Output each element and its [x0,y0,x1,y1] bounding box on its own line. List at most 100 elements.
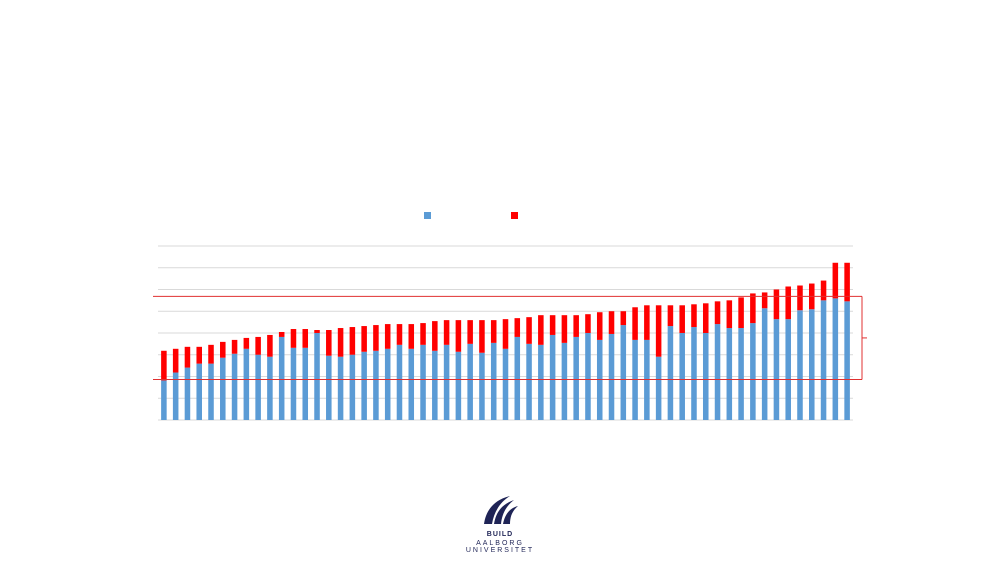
bar-blue-47 [714,324,721,420]
bar-blue-19 [384,348,391,420]
bar-red-54 [797,285,803,311]
bar-red-1 [172,348,179,373]
bar-blue-25 [455,351,462,420]
bar-blue-39 [620,325,627,420]
bar-blue-5 [220,357,226,420]
bar-blue-50 [750,323,756,420]
bar-blue-45 [691,327,697,420]
bar-blue-43 [667,326,674,420]
bars [161,262,850,420]
bar-red-53 [785,286,791,320]
bar-red-7 [243,337,250,349]
legend-swatch-1 [511,212,518,219]
bar-blue-38 [608,333,615,420]
bar-blue-24 [443,344,450,420]
bar-blue-32 [538,344,544,420]
bar-blue-18 [373,350,379,420]
bar-red-4 [208,344,214,364]
bar-blue-36 [585,332,591,420]
bar-blue-51 [761,308,768,420]
bar-red-28 [490,320,497,343]
bar-red-31 [526,317,532,344]
bar-blue-16 [349,354,356,420]
bar-blue-48 [726,328,733,420]
bar-blue-57 [832,298,839,420]
bar-red-3 [196,346,202,364]
aau-logo: BUILD AALBORG UNIVERSITET [440,492,560,554]
annotations [153,295,867,380]
bar-red-20 [396,324,403,345]
bar-red-23 [432,321,438,351]
bar-red-43 [667,305,674,327]
bar-red-27 [479,320,485,353]
bar-blue-0 [161,380,167,420]
bar-red-9 [267,334,273,357]
bar-red-46 [702,303,709,333]
bar-blue-52 [773,319,780,420]
legend [424,212,518,219]
bar-blue-33 [549,334,556,420]
bar-blue-3 [196,363,202,420]
bar-red-18 [373,325,379,351]
bar-blue-9 [267,356,273,420]
bar-red-17 [361,326,367,352]
bar-blue-15 [337,356,344,420]
bar-red-10 [278,331,285,337]
bar-red-32 [538,315,544,345]
bar-red-5 [220,341,226,358]
bar-blue-27 [479,352,485,420]
bar-blue-55 [809,309,815,420]
bar-blue-44 [679,332,685,420]
bar-red-57 [832,262,839,299]
bar-red-39 [620,311,627,326]
bar-red-50 [750,293,756,324]
bar-blue-23 [432,350,438,420]
bar-red-40 [632,307,638,340]
bar-blue-58 [844,301,850,420]
bar-blue-20 [396,344,403,420]
logo-text-build: BUILD [486,531,514,538]
bar-blue-31 [526,343,532,420]
bar-blue-34 [561,342,568,420]
bar-blue-35 [573,336,579,420]
bar-blue-4 [208,363,214,420]
bar-red-25 [455,320,462,352]
bar-blue-10 [278,336,285,420]
bar-red-29 [502,319,509,349]
bar-blue-11 [290,347,297,420]
bar-red-45 [691,304,697,328]
bar-blue-54 [797,310,803,420]
bar-blue-22 [420,344,426,420]
bar-red-37 [596,312,603,340]
bar-red-21 [408,324,415,349]
bar-red-52 [773,289,780,320]
bar-red-56 [820,280,827,301]
aau-emblem-icon [484,496,518,524]
bar-blue-56 [820,300,827,420]
bar-red-2 [184,346,191,368]
bar-red-13 [314,330,320,333]
bar-red-0 [161,350,167,381]
bar-blue-14 [326,355,332,420]
bar-blue-46 [702,332,709,420]
logo-text-org: AALBORG UNIVERSITET [465,540,535,554]
bar-blue-12 [302,347,309,420]
bar-blue-26 [467,343,473,420]
bar-red-33 [549,315,556,335]
bar-blue-49 [738,328,744,420]
bar-red-8 [255,336,261,355]
bar-red-49 [738,297,744,329]
bar-red-42 [655,305,662,357]
bar-red-36 [585,314,591,333]
bar-red-30 [514,318,521,337]
bar-red-15 [337,328,344,357]
bar-blue-29 [502,348,509,420]
bar-red-34 [561,315,568,343]
bar-blue-30 [514,336,521,420]
bar-blue-42 [655,356,662,420]
bar-red-24 [443,320,450,345]
bar-red-51 [761,292,768,309]
bar-red-58 [844,262,850,302]
bar-blue-7 [243,348,250,420]
